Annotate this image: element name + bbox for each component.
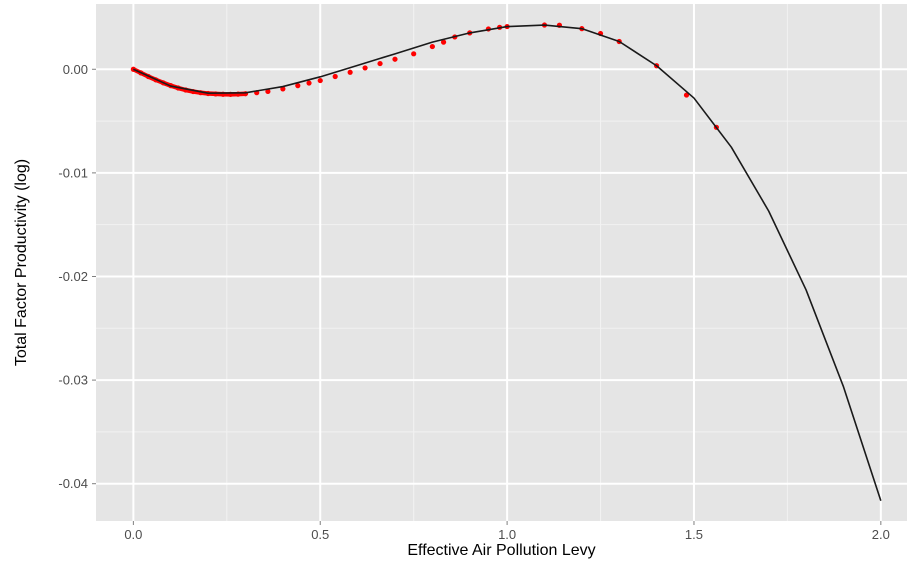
minor-gridlines bbox=[96, 4, 907, 521]
data-point bbox=[295, 83, 301, 89]
y-tick-label: -0.02 bbox=[58, 269, 88, 284]
x-tick-label: 0.0 bbox=[124, 527, 142, 542]
y-tick-label: -0.01 bbox=[58, 165, 88, 180]
data-point bbox=[377, 60, 383, 67]
data-point bbox=[265, 88, 271, 95]
data-point bbox=[306, 80, 312, 86]
data-point bbox=[440, 39, 447, 45]
y-axis-ticks: 0.00 -0.01 -0.02 -0.03 -0.04 bbox=[58, 62, 96, 491]
data-point bbox=[332, 73, 338, 80]
x-axis-ticks: 0.0 0.5 1.0 1.5 2.0 bbox=[124, 521, 890, 542]
y-tick-label: -0.04 bbox=[58, 476, 88, 491]
x-tick-label: 0.5 bbox=[311, 527, 329, 542]
x-tick-label: 1.5 bbox=[685, 527, 703, 542]
data-point bbox=[411, 51, 417, 57]
x-axis-title: Effective Air Pollution Levy bbox=[407, 542, 595, 559]
data-point bbox=[317, 77, 323, 84]
x-tick-label: 2.0 bbox=[872, 527, 890, 542]
fitted-line bbox=[133, 24, 882, 502]
data-point bbox=[362, 65, 368, 71]
major-gridlines bbox=[96, 4, 907, 521]
y-tick-label: 0.00 bbox=[63, 62, 88, 77]
data-point bbox=[392, 56, 398, 62]
x-tick-label: 1.0 bbox=[498, 527, 516, 542]
y-tick-label: -0.03 bbox=[58, 373, 88, 388]
y-axis-title: Total Factor Productivity (log) bbox=[13, 159, 30, 366]
chart-marks bbox=[130, 22, 882, 502]
data-point bbox=[347, 69, 353, 75]
data-point bbox=[429, 43, 435, 50]
plot-panel bbox=[96, 4, 907, 521]
